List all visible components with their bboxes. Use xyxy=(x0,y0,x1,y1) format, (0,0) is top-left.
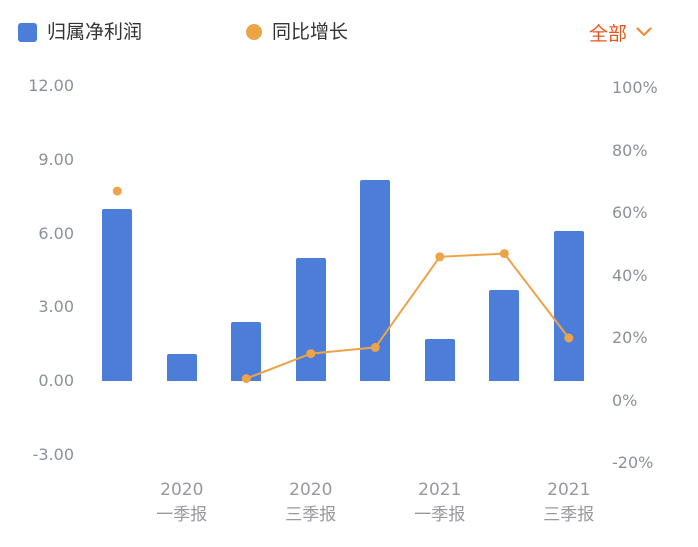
x-axis-tick-line: 2021 xyxy=(418,480,462,500)
yoy-growth-point[interactable] xyxy=(112,186,122,196)
yoy-growth-point[interactable] xyxy=(241,374,251,384)
left-axis-tick-label: 9.00 xyxy=(38,149,74,169)
net-profit-bar[interactable] xyxy=(489,290,520,382)
x-axis-tick-line: 2020 xyxy=(160,480,204,500)
x-axis-tick-label: 2021 一季报 xyxy=(390,478,490,528)
report-scope-dropdown[interactable]: 全部 xyxy=(589,19,652,46)
legend-label-net-profit: 归属净利润 xyxy=(47,21,143,43)
left-axis-tick-label: 3.00 xyxy=(38,297,74,317)
net-profit-bar[interactable] xyxy=(231,322,262,382)
x-axis-tick-line: 2020 xyxy=(289,480,333,500)
right-axis-tick-label: 0% xyxy=(612,390,638,410)
left-axis-tick-label: 0.00 xyxy=(38,371,74,391)
chart-legend: 归属净利润 同比增长 全部 xyxy=(18,19,698,46)
right-axis-tick-label: 40% xyxy=(612,265,648,285)
left-axis-tick-label: 6.00 xyxy=(38,223,74,243)
left-axis-tick-label: 12.00 xyxy=(28,76,74,95)
left-axis-tick-label: -3.00 xyxy=(32,445,74,464)
net-profit-bar[interactable] xyxy=(102,209,133,382)
legend-label-yoy-growth: 同比增长 xyxy=(272,21,349,43)
right-axis-tick-label: 80% xyxy=(612,140,648,160)
yoy-growth-point[interactable] xyxy=(306,349,316,359)
net-profit-bar[interactable] xyxy=(424,339,455,382)
x-axis-tick-label: 2020 一季报 xyxy=(132,478,232,528)
net-profit-bar[interactable] xyxy=(295,258,326,382)
yoy-growth-point[interactable] xyxy=(499,249,509,259)
x-axis-tick-line: 一季报 xyxy=(414,505,466,525)
right-axis-tick-label: 100% xyxy=(612,78,658,97)
x-axis-tick-label: 2021 三季报 xyxy=(519,478,619,528)
chevron-down-icon xyxy=(636,27,652,37)
x-axis-tick-line: 三季报 xyxy=(543,505,595,525)
legend-item-yoy-growth[interactable]: 同比增长 xyxy=(246,20,348,44)
right-axis-tick-label: 20% xyxy=(612,328,648,347)
x-axis-tick-line: 一季报 xyxy=(156,505,208,525)
x-axis-tick-line: 三季报 xyxy=(285,505,337,525)
net-profit-bar[interactable] xyxy=(553,231,584,382)
legend-item-net-profit[interactable]: 归属净利润 xyxy=(18,20,142,44)
right-axis-tick-label: 60% xyxy=(612,203,648,222)
report-scope-dropdown-label: 全部 xyxy=(588,22,627,45)
yoy-growth-point[interactable] xyxy=(370,342,380,352)
yoy-growth-line-path xyxy=(245,252,570,380)
x-axis-tick-line: 2021 xyxy=(547,480,591,500)
yoy-growth-point[interactable] xyxy=(435,252,445,262)
x-axis-tick-label: 2020 三季报 xyxy=(261,478,361,528)
bar-series-swatch-icon xyxy=(18,22,37,42)
line-series-swatch-icon xyxy=(246,24,263,40)
yoy-growth-point[interactable] xyxy=(564,333,574,343)
right-axis-tick-label: -20% xyxy=(612,453,654,472)
net-profit-bar[interactable] xyxy=(166,354,197,382)
